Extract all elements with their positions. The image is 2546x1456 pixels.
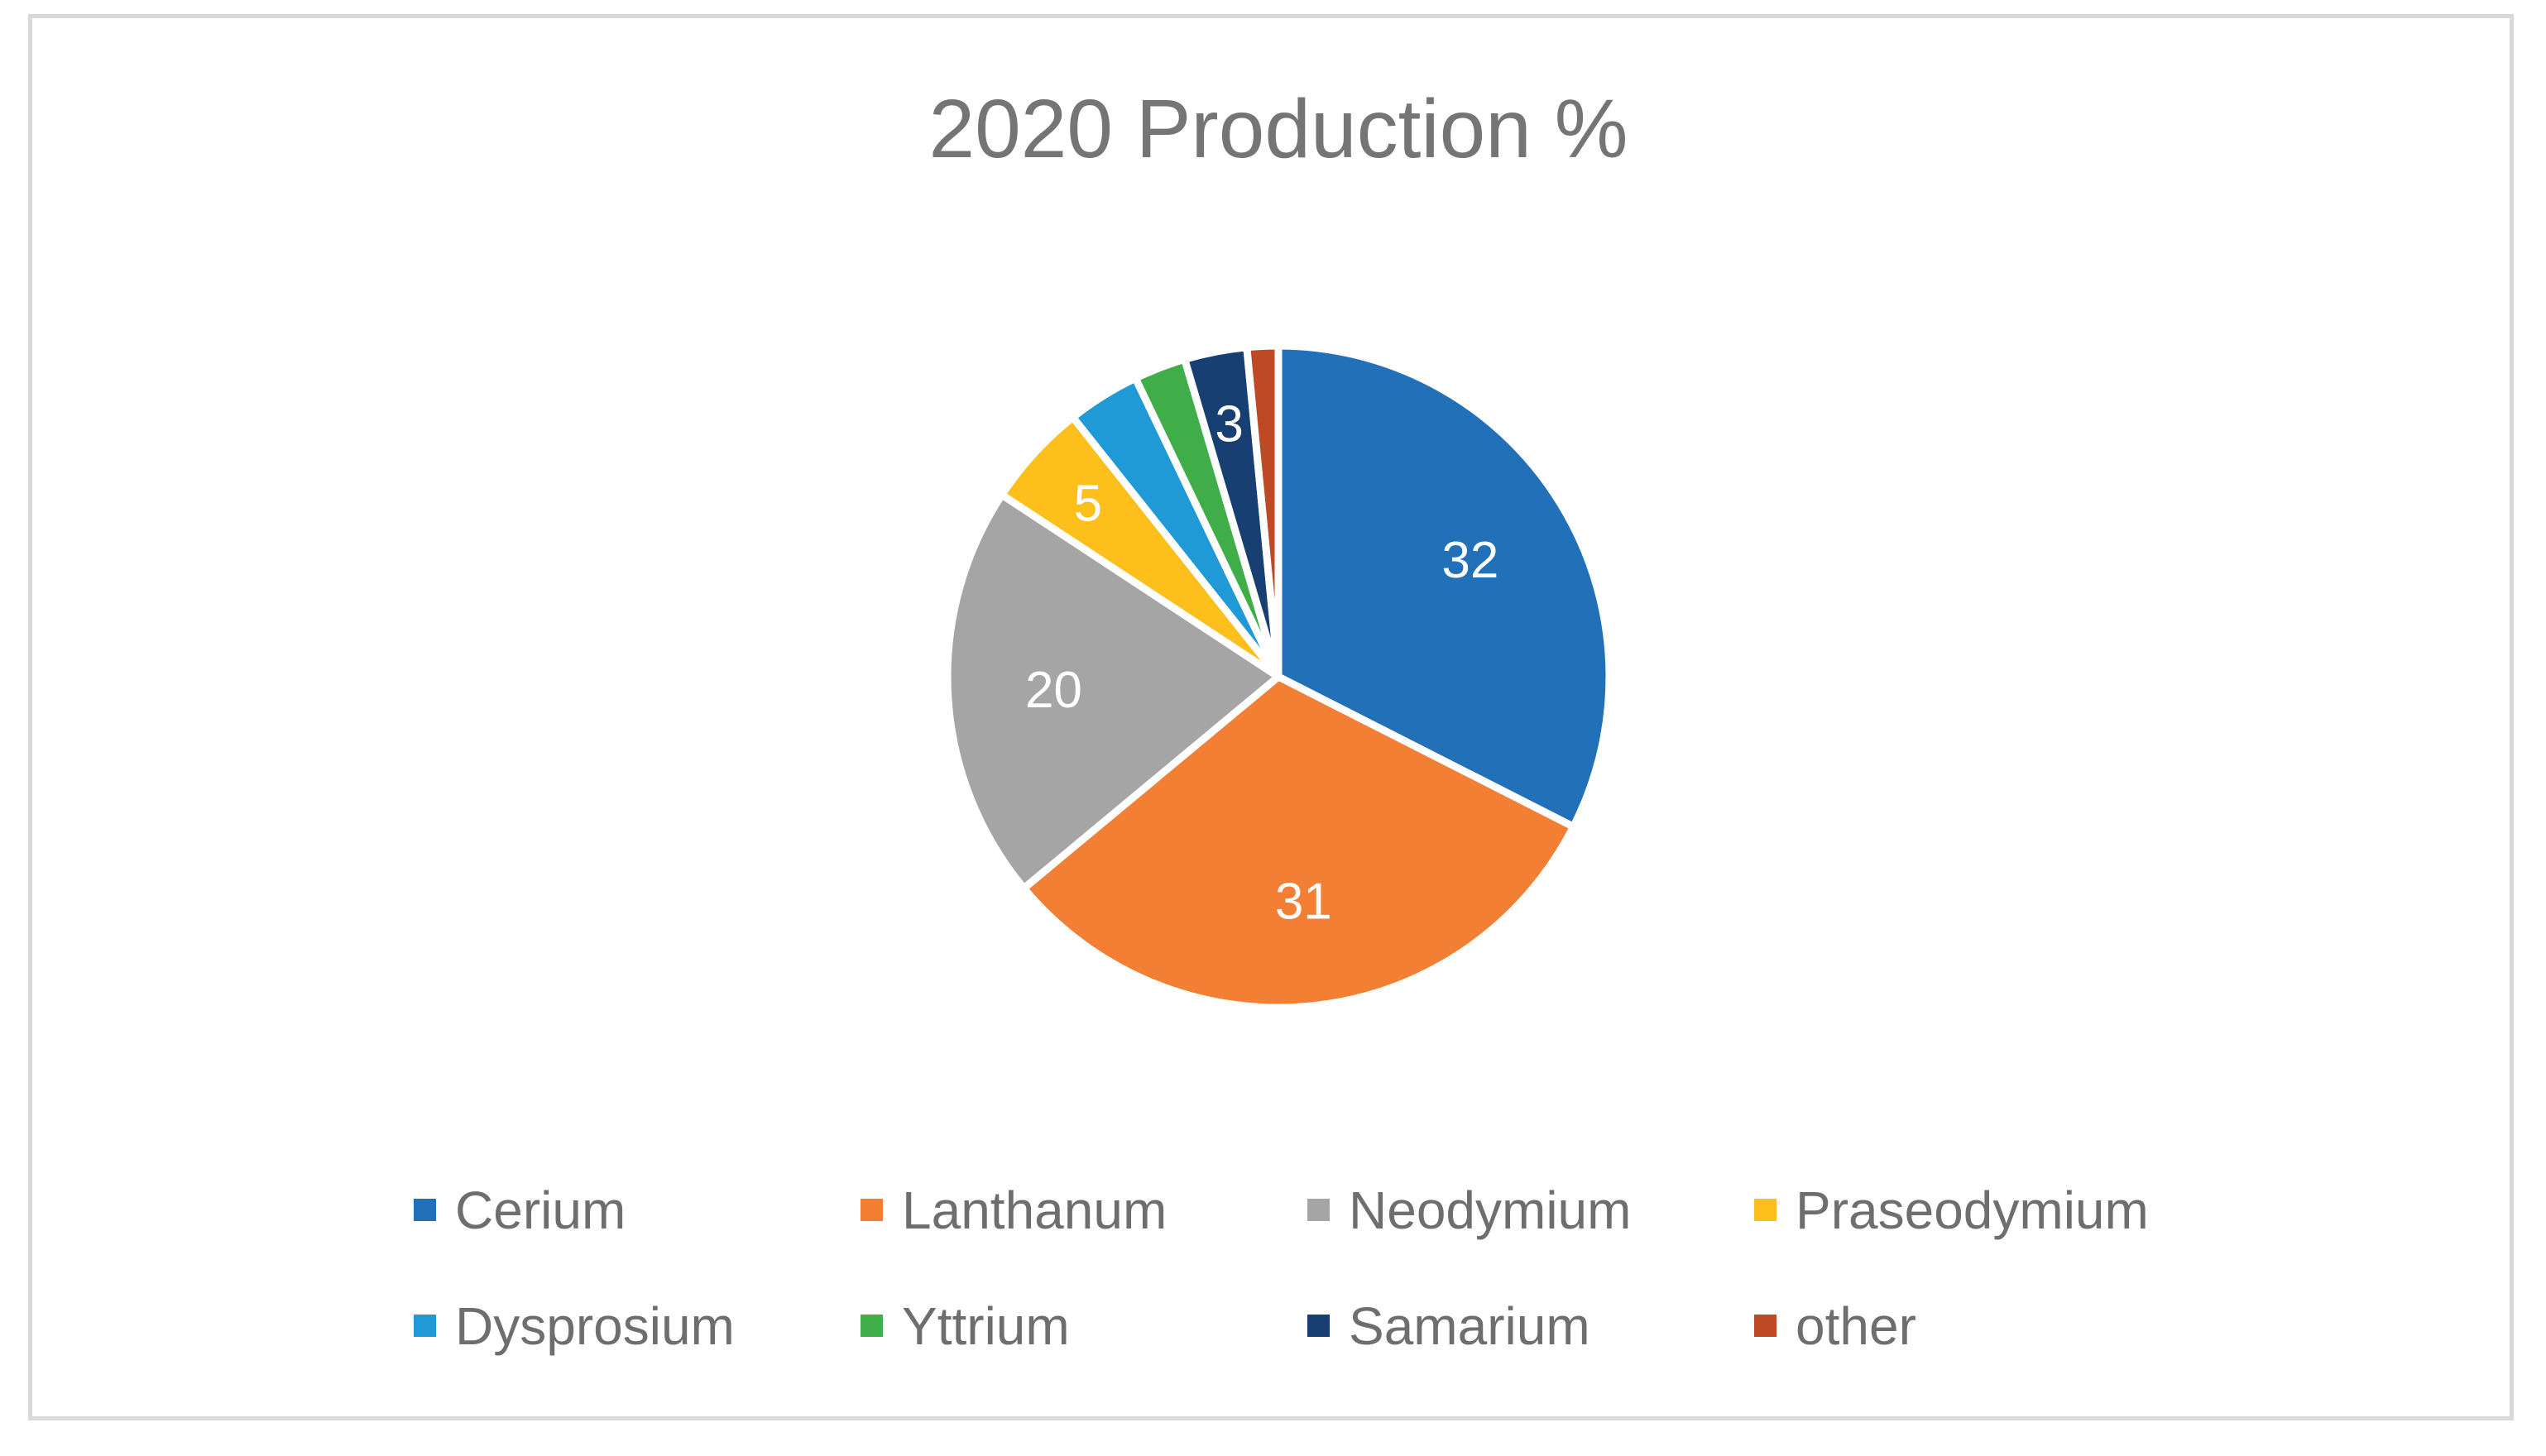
legend-label-dysprosium: Dysprosium	[455, 1296, 735, 1356]
legend-swatch-praseodymium	[1754, 1199, 1776, 1221]
legend-swatch-lanthanum	[861, 1199, 883, 1221]
slice-cerium	[1274, 342, 1613, 831]
legend-swatch-dysprosium	[414, 1315, 436, 1337]
data-label-samarium: 3	[1215, 396, 1243, 453]
legend-label-cerium: Cerium	[455, 1181, 626, 1240]
data-label-neodymium: 20	[1025, 662, 1082, 719]
slice-neodymium	[943, 491, 1283, 893]
legend-swatch-cerium	[414, 1199, 436, 1221]
legend-label-other: other	[1796, 1296, 1916, 1356]
data-label-praseodymium: 5	[1074, 475, 1102, 532]
data-labels: 32 31 20 5 3	[1025, 396, 1498, 931]
data-label-cerium: 32	[1441, 532, 1498, 589]
legend-label-samarium: Samarium	[1349, 1296, 1590, 1356]
legend-swatch-neodymium	[1307, 1199, 1330, 1221]
legend: Cerium Lanthanum Neodymium Praseodymium Dysp…	[414, 1181, 2149, 1356]
legend-swatch-yttrium	[861, 1315, 883, 1337]
legend-label-neodymium: Neodymium	[1349, 1181, 1631, 1240]
slice-lanthanum	[1019, 673, 1578, 1012]
legend-swatch-samarium	[1307, 1315, 1330, 1337]
legend-swatch-other	[1754, 1315, 1776, 1337]
slice-other	[1243, 342, 1283, 681]
data-label-lanthanum: 31	[1275, 873, 1332, 930]
legend-label-yttrium: Yttrium	[902, 1296, 1070, 1356]
chart-title: 2020 Production %	[928, 83, 1628, 175]
legend-label-lanthanum: Lanthanum	[902, 1181, 1167, 1240]
legend-label-praseodymium: Praseodymium	[1796, 1181, 2149, 1240]
pie-slices	[943, 342, 1613, 1012]
